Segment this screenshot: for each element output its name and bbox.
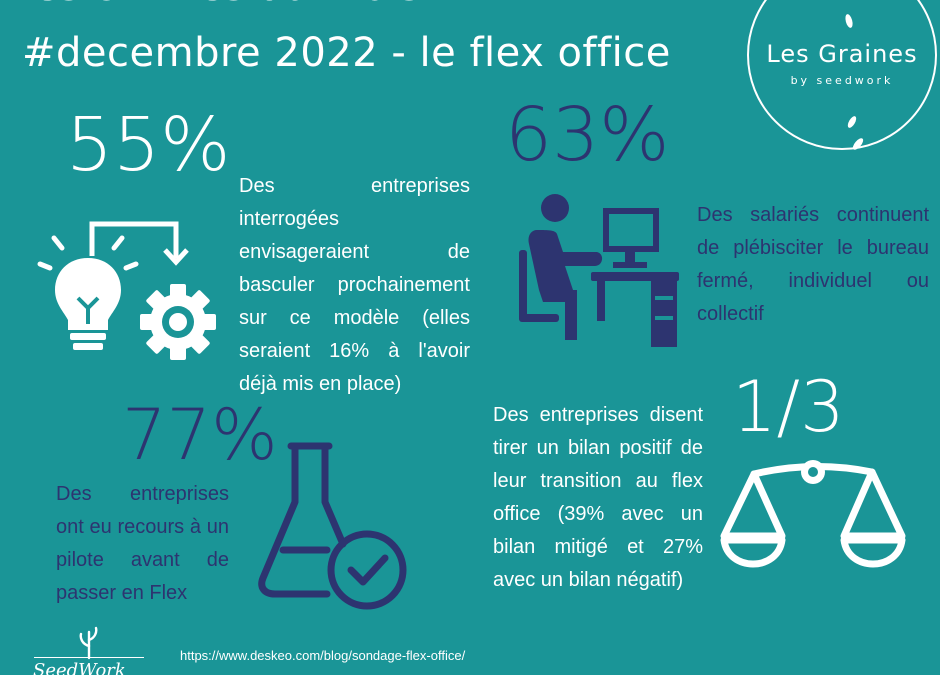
footer-brand: SeedWork	[33, 660, 126, 675]
lightbulb-gear-icon	[37, 221, 216, 360]
stat-text: Des entreprises ont eu recours à un pilo…	[56, 483, 229, 604]
logo-name: Les Graines	[766, 40, 918, 68]
stat-text: Des entreprises disent tirer un bilan po…	[493, 404, 703, 591]
stat-value: 55%	[66, 102, 231, 188]
flask-check-icon	[258, 442, 407, 610]
balance-scale-icon	[720, 460, 906, 568]
stat-text: Des entreprises interrogées envisageraie…	[239, 175, 470, 395]
stat-value: 77%	[122, 394, 278, 476]
source-link[interactable]: https://www.deskeo.com/blog/sondage-flex…	[180, 648, 466, 663]
stat-value: 1/3	[732, 366, 845, 448]
logo-subtitle: by seedwork	[790, 74, 894, 87]
title-line-2: #decembre 2022 - le flex office	[22, 30, 671, 76]
person-at-desk-icon	[519, 194, 679, 347]
stat-text: Des salariés continuent de plébisciter l…	[697, 204, 929, 325]
footer-divider	[34, 657, 144, 658]
title-line-1: les chiffres du mois	[22, 0, 420, 10]
leaf-icon	[845, 14, 853, 28]
seedwork-leaf-icon	[79, 626, 98, 660]
stat-value: 63%	[505, 92, 670, 178]
leaf-icon	[847, 116, 864, 150]
